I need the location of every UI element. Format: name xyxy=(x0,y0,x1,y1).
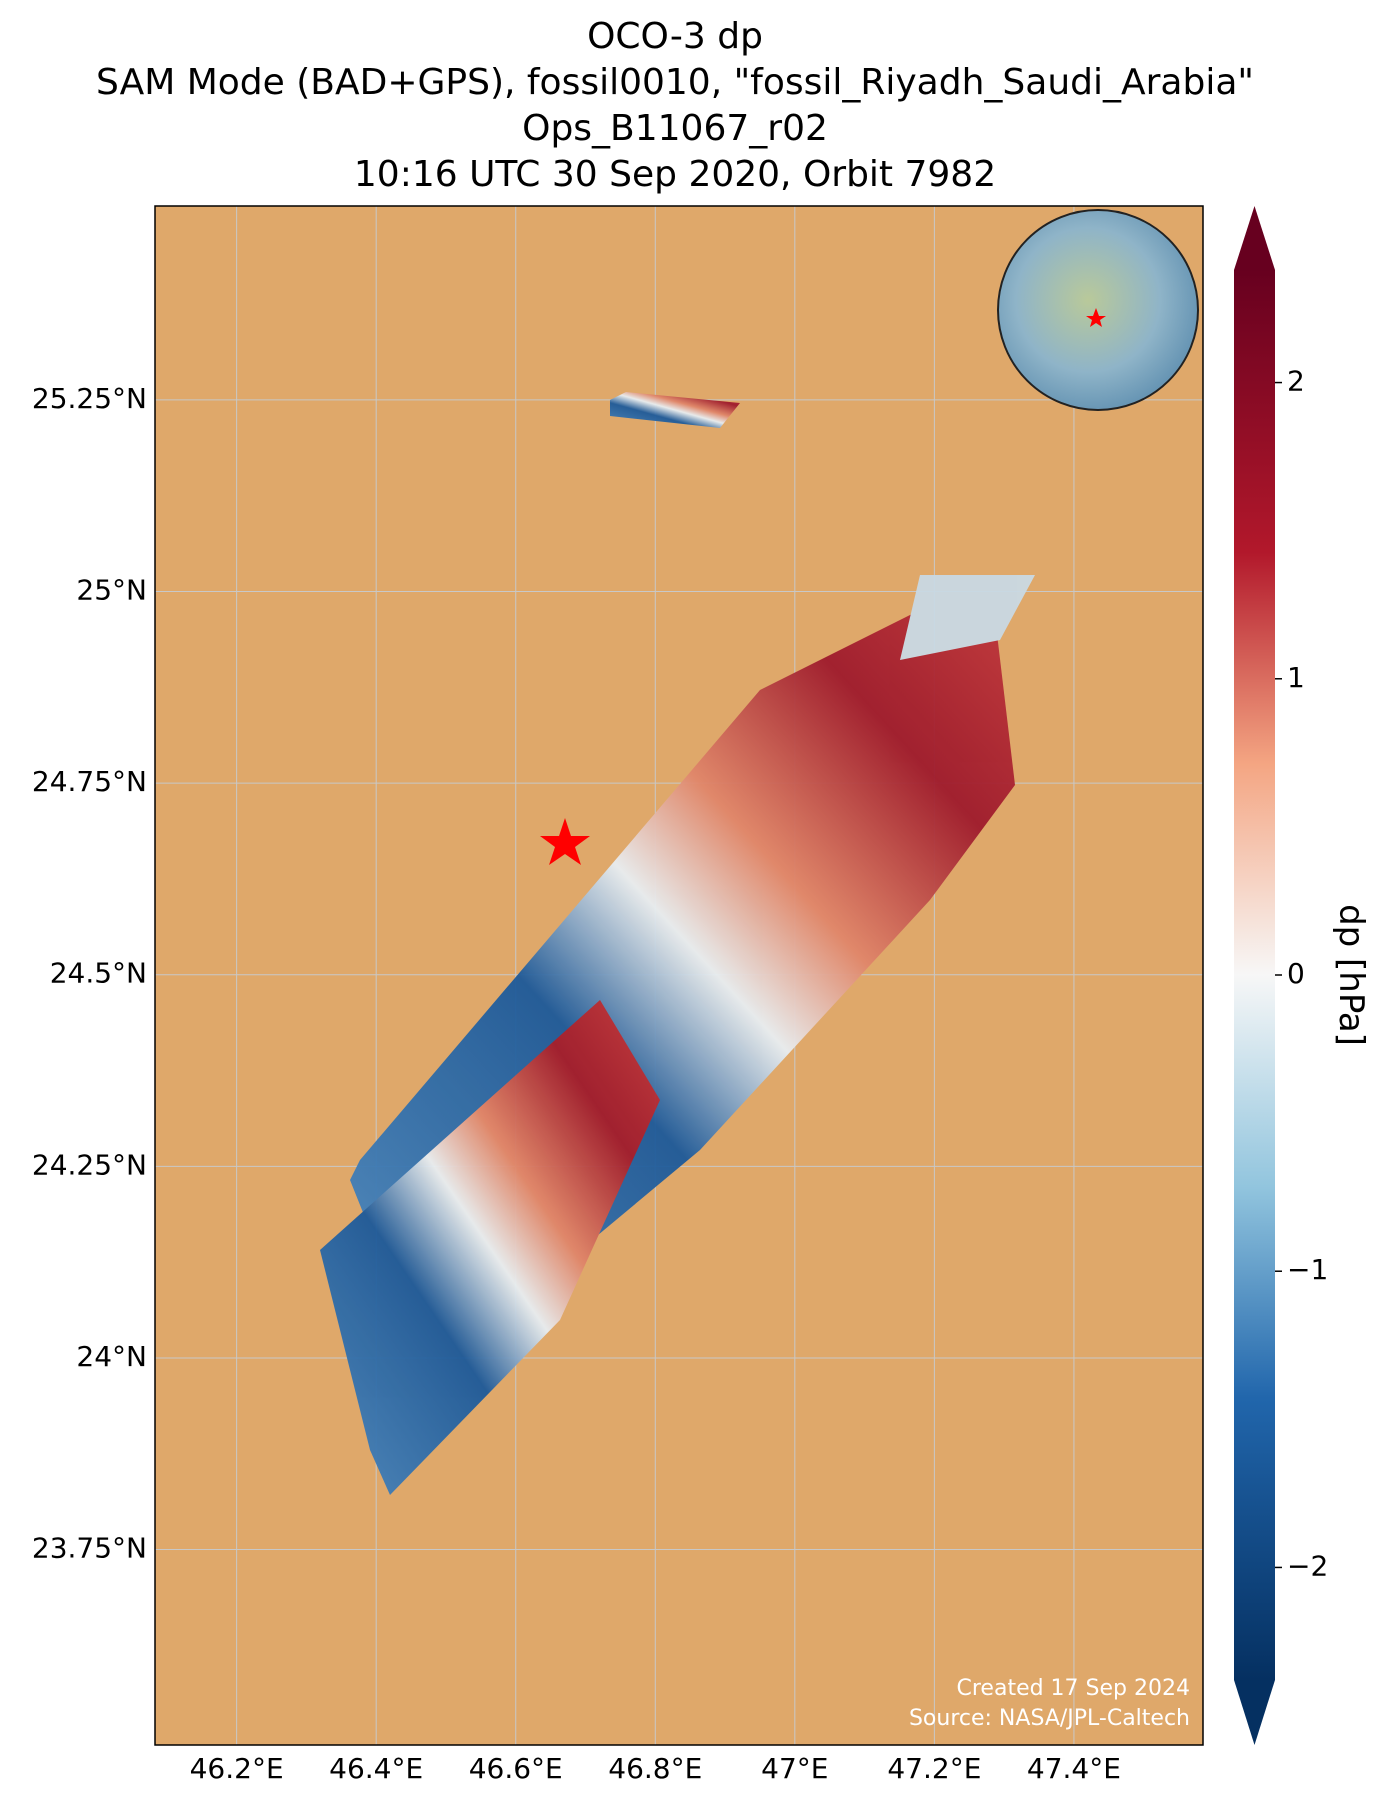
x-tick-label: 46.2°E xyxy=(190,1752,284,1785)
chart-title: OCO-3 dp xyxy=(587,16,763,57)
x-tick-label: 46.4°E xyxy=(329,1752,423,1785)
swath xyxy=(320,392,1035,1495)
colorbar-tick-label: −2 xyxy=(1287,1549,1328,1582)
swath-lower xyxy=(320,1000,660,1495)
colorbar-tick-label: 0 xyxy=(1287,957,1305,990)
x-tick-label: 47°E xyxy=(761,1752,828,1785)
y-tick-label: 23.75°N xyxy=(32,1532,147,1565)
swath-strip xyxy=(610,392,740,428)
chart-title: SAM Mode (BAD+GPS), fossil0010, "fossil_… xyxy=(96,62,1254,103)
y-tick-label: 24°N xyxy=(76,1340,147,1373)
target-star xyxy=(540,818,590,865)
globe-inset xyxy=(997,209,1199,411)
x-tick-label: 47.4°E xyxy=(1027,1752,1121,1785)
x-tick-label: 46.6°E xyxy=(469,1752,563,1785)
colorbar-extend-bottom xyxy=(1234,1680,1275,1745)
y-tick-label: 25.25°N xyxy=(32,382,147,415)
footer: Source: NASA/JPL-Caltech xyxy=(909,1706,1190,1731)
chart-title: Ops_B11067_r02 xyxy=(522,108,828,149)
x-tick-label: 47.2°E xyxy=(887,1752,981,1785)
map-frame xyxy=(154,205,1204,1746)
swath-top xyxy=(900,575,1035,660)
colorbar-tick-label: 2 xyxy=(1287,365,1305,398)
colorbar-tick-label: −1 xyxy=(1287,1253,1328,1286)
colorbar xyxy=(1234,270,1275,1680)
footer: Created 17 Sep 2024 xyxy=(957,1676,1191,1701)
colorbar-label: dp [hPa] xyxy=(1331,904,1371,1046)
y-tick-label: 24.25°N xyxy=(32,1148,147,1181)
globe-star xyxy=(1086,308,1106,327)
y-tick-label: 25°N xyxy=(76,574,147,607)
colorbar-tick-label: 1 xyxy=(1287,661,1305,694)
y-tick-label: 24.5°N xyxy=(50,957,147,990)
colorbar-extend-top xyxy=(1234,206,1275,270)
x-tick-label: 46.8°E xyxy=(608,1752,702,1785)
chart-title: 10:16 UTC 30 Sep 2020, Orbit 7982 xyxy=(354,154,996,195)
y-tick-label: 24.75°N xyxy=(32,765,147,798)
